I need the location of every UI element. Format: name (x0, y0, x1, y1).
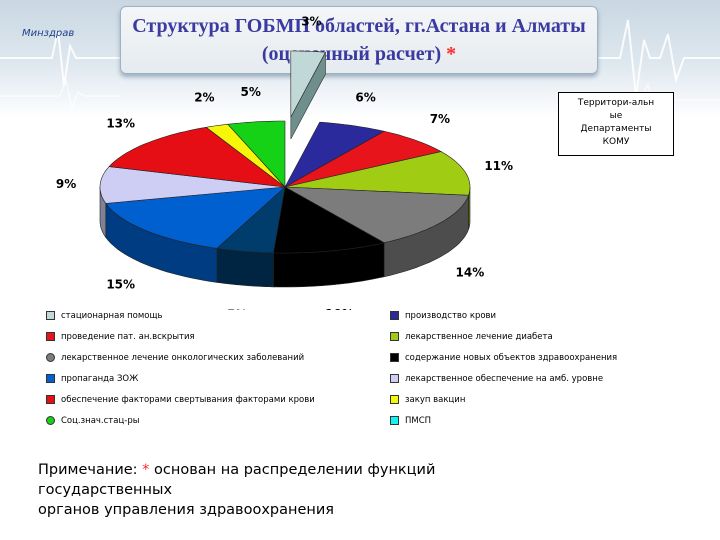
legend-swatch (390, 395, 399, 404)
territorial-text-1: Территори-альн (559, 97, 673, 110)
legend-label: проведение пат. ан.вскрытия (61, 332, 195, 342)
legend-swatch (390, 311, 399, 320)
legend-item: ПМСП (390, 415, 431, 427)
territorial-text-3: Департаменты (559, 123, 673, 136)
legend-swatch (390, 416, 399, 425)
legend-label: лекарственное лечение диабета (405, 332, 553, 342)
pie-label-8: 9% (56, 177, 76, 191)
territorial-departments-box: Территори-альн ые Департаменты КОМУ (558, 92, 674, 156)
pie-label-7: 15% (106, 278, 135, 292)
legend-swatch (390, 332, 399, 341)
pie-label-10: 2% (194, 91, 214, 105)
legend-item: пропаганда ЗОЖ (46, 373, 138, 385)
note-prefix: Примечание: (38, 462, 142, 478)
legend-swatch (46, 374, 55, 383)
legend-swatch (390, 374, 399, 383)
legend-item: проведение пат. ан.вскрытия (46, 331, 195, 343)
note-text-3: органов управления здравоохранения (38, 502, 334, 518)
legend-item: обеспечение факторами свертывания фактор… (46, 394, 315, 406)
legend-item: стационарная помощь (46, 310, 162, 322)
legend-swatch (390, 353, 399, 362)
legend-label: лекарственное лечение онкологических заб… (61, 353, 304, 363)
pie-label-0: 3% (301, 14, 321, 28)
legend-label: производство крови (405, 311, 496, 321)
legend-swatch (46, 332, 55, 341)
territorial-text-4: КОМУ (559, 136, 673, 149)
footnote: Примечание: * основан на распределении ф… (38, 460, 598, 520)
legend-item: лекарственное лечение онкологических заб… (46, 352, 304, 364)
territorial-text-2: ые (559, 110, 673, 123)
pie-label-11: 5% (241, 85, 261, 99)
legend-label: обеспечение факторами свертывания фактор… (61, 395, 315, 405)
legend-label: закуп вакцин (405, 395, 465, 405)
legend-item: лекарственное лечение диабета (390, 331, 553, 343)
legend-label: стационарная помощь (61, 311, 162, 321)
pie-label-1: 6% (355, 91, 375, 105)
legend-label: ПМСП (405, 416, 431, 426)
legend-item: производство крови (390, 310, 496, 322)
legend-swatch (46, 311, 55, 320)
legend-label: лекарственное обеспечение на амб. уровне (405, 374, 603, 384)
legend-item: лекарственное обеспечение на амб. уровне (390, 373, 603, 385)
pie-slice-side-6 (217, 248, 274, 287)
chart-legend: стационарная помощь производство крови про… (46, 310, 686, 426)
legend-label: пропаганда ЗОЖ (61, 374, 138, 384)
pie-label-4: 14% (456, 265, 485, 279)
pie-label-3: 11% (484, 159, 513, 173)
legend-label: содержание новых объектов здравоохранени… (405, 353, 617, 363)
pie-label-9: 13% (106, 117, 135, 131)
legend-item: Соц.знач.стац-ры (46, 415, 139, 427)
legend-swatch (46, 416, 55, 425)
legend-swatch (46, 395, 55, 404)
legend-label: Соц.знач.стац-ры (61, 416, 139, 426)
note-text-2: государственных (38, 482, 172, 498)
legend-swatch (46, 353, 55, 362)
legend-item: содержание новых объектов здравоохранени… (390, 352, 617, 364)
legend-item: закуп вакцин (390, 394, 465, 406)
note-text-1: основан на распределении функций (149, 462, 435, 478)
pie-label-2: 7% (430, 112, 450, 126)
